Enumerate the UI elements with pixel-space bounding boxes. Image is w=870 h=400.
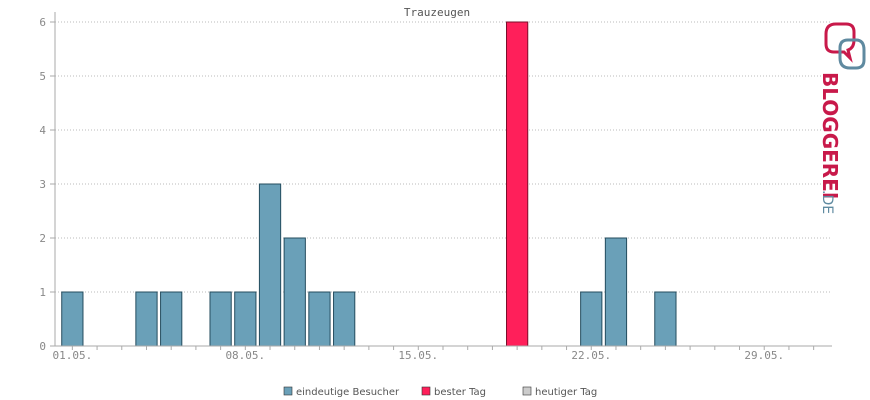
bar[interactable]	[654, 291, 677, 347]
y-tick-label: 6	[39, 16, 46, 29]
brand-suffix: .DE	[819, 190, 835, 214]
bar[interactable]	[580, 291, 603, 347]
legend-label-today: heutiger Tag	[535, 387, 597, 398]
legend-swatch-today	[522, 386, 532, 396]
x-tick-label: 29.05.	[744, 349, 784, 362]
legend: eindeutige Besucher bester Tag heutiger …	[283, 386, 597, 398]
chat-bubbles-icon	[824, 22, 866, 70]
bar[interactable]	[61, 291, 84, 347]
y-tick-label: 1	[39, 286, 46, 299]
x-tick-label: 22.05.	[571, 349, 611, 362]
legend-item-today[interactable]: heutiger Tag	[522, 386, 597, 398]
bar[interactable]	[506, 21, 529, 347]
x-axis-ticks: 01.05. 08.05. 15.05. 22.05. 29.05.	[52, 346, 815, 362]
grid-lines	[55, 21, 832, 293]
legend-label-visitors: eindeutige Besucher	[296, 387, 400, 398]
legend-item-best-day[interactable]: bester Tag	[421, 386, 486, 398]
bar[interactable]	[308, 291, 331, 347]
brand-name: BLOGGEREI	[818, 72, 842, 199]
chart-title: Trauzeugen	[404, 6, 470, 19]
y-tick-label: 0	[39, 340, 46, 353]
legend-item-visitors[interactable]: eindeutige Besucher	[283, 386, 400, 398]
bar-series	[61, 21, 677, 347]
brand-logo[interactable]: BLOGGEREI .DE	[818, 22, 866, 214]
legend-swatch-best-day	[421, 386, 431, 396]
x-tick-label: 08.05.	[225, 349, 265, 362]
bar[interactable]	[604, 237, 628, 347]
bar[interactable]	[333, 291, 356, 347]
bar[interactable]	[160, 291, 183, 347]
legend-swatch-visitors	[283, 386, 293, 396]
y-axis-ticks: 0 1 2 3 4 5 6	[39, 16, 55, 353]
y-tick-label: 3	[39, 178, 46, 191]
bar[interactable]	[209, 291, 232, 347]
x-tick-label: 15.05.	[398, 349, 438, 362]
y-tick-label: 4	[39, 124, 46, 137]
legend-label-best-day: bester Tag	[434, 387, 486, 398]
bar[interactable]	[234, 291, 257, 347]
bar[interactable]	[258, 183, 282, 347]
bar[interactable]	[283, 237, 306, 347]
y-tick-label: 5	[39, 70, 46, 83]
x-tick-label: 01.05.	[52, 349, 92, 362]
bar[interactable]	[135, 291, 158, 347]
y-tick-label: 2	[39, 232, 46, 245]
